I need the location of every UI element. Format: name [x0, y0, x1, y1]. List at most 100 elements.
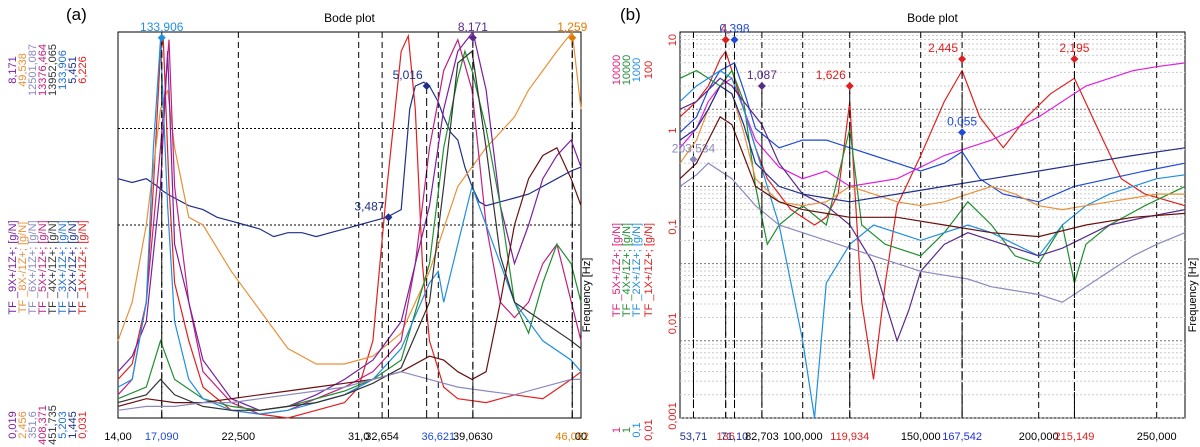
chart-a-series-line-4: [117, 30, 582, 411]
chart-b-y-tick-label-1: 1: [667, 127, 679, 133]
chart-a-series-axis-min-3: 408,371: [37, 405, 49, 445]
chart-a-peak-label-4: 3,487: [354, 199, 384, 213]
chart-b-peak-marker-7: [689, 155, 698, 164]
chart-a-x-tick-label-5: 36,621: [421, 431, 455, 443]
chart-a-series-axis-max-7: 6,226: [77, 56, 89, 84]
chart-a-x-tick-label-7: 46,082: [555, 431, 589, 443]
chart-b-peak-label-7: 203,534: [672, 141, 716, 155]
chart-b-series-axis-title-2: TF _2X+/1Z+; [g/N]: [631, 223, 643, 317]
chart-b-series-line-6: [679, 162, 1186, 303]
chart-a-series-axis-min-7: 0,031: [77, 411, 89, 439]
chart-a-series-line-7: [117, 146, 582, 407]
chart-a-peak-label-0: 133,906: [140, 20, 184, 34]
chart-a-series-axis-max-0: 8,171: [7, 56, 19, 84]
chart-a-x-tick-label-4: 32,654: [365, 431, 399, 443]
chart-b-y-tick-label-3: 0,01: [667, 313, 679, 334]
chart-b-series-line-2: [679, 62, 1186, 188]
chart-b-series-axis-max-3: 100: [643, 61, 655, 79]
chart-a-x-tick-label-6: 39,0630: [453, 431, 493, 443]
chart-a-x-tick-label-1: 17,090: [145, 431, 179, 443]
chart-a-x-axis-title: Frequency [Hz]: [581, 258, 593, 333]
chart-a-title: Bode plot: [324, 11, 375, 25]
chart-b-x-tick-label-8: 200,000: [1019, 431, 1059, 443]
chart-b-x-tick-label-6: 150,000: [901, 431, 941, 443]
chart-b-peak-label-2: 1,087: [747, 68, 777, 82]
chart-b-series-line-9: [679, 116, 1186, 238]
chart-a-series-axis-title-5: TF _3X+/1Z+; [g/N]: [57, 220, 69, 314]
chart-a-series-axis-title-3: TF _5X+/1Z+; [g/N]: [37, 220, 49, 314]
chart-b-peak-marker-1: [730, 35, 739, 44]
chart-b-y-tick-label-0: 10: [667, 34, 679, 46]
chart-a-series-axis-title-7: TF _1X+/1Z+; [g/N]: [77, 220, 89, 314]
chart-a-series-axis-max-4: 13952,065: [47, 44, 59, 96]
chart-a-x-tick-label-8: 00: [575, 431, 587, 443]
chart-b-series-line-1: [679, 62, 1186, 203]
chart-b-x-tick-label-7: 167,542: [942, 431, 982, 443]
chart-a-peak-marker-0: [157, 33, 166, 42]
chart-b-series-line-8: [679, 85, 1186, 203]
chart-b-series-axis-min-1: 1: [621, 427, 633, 433]
chart-b-x-tick-label-9: 215,149: [1055, 431, 1095, 443]
chart-b-series-line-5: [679, 77, 1186, 343]
chart-b-peak-marker-5: [958, 128, 967, 137]
chart-a-series-axis-min-4: 451,735: [47, 405, 59, 445]
chart-b-x-tick-label-10: 250,000: [1137, 431, 1177, 443]
chart-a-x-tick-label-3: 31,0: [348, 431, 369, 443]
chart-b-x-tick-label-4: 100,000: [783, 431, 823, 443]
chart-b-y-tick-label-4: 0,001: [667, 402, 679, 430]
chart-b-series-axis-min-2: 0,1: [631, 422, 643, 437]
chart-a-panel-label: (a): [66, 5, 87, 24]
chart-a-series-axis-title-6: TF _2X+/1Z+; [g/N]: [67, 220, 79, 314]
chart-b-series-axis-title-1: TF _4X+/1Z+; [g/N]: [621, 223, 633, 317]
chart-a-series-line-2: [117, 30, 582, 365]
chart-a-series-axis-title-4: TF _4X+/1Z+; [g/N]: [47, 220, 59, 314]
chart-a-series-axis-title-2: TF _6X+/1Z+; [g/N]: [27, 220, 39, 314]
chart-a-series-axis-min-1: 2,456: [17, 411, 29, 439]
chart-b-x-tick-label-1: 136: [717, 431, 735, 443]
chart-b-peak-label-6: 2,195: [1059, 41, 1089, 55]
chart-b-series-axis-max-0: 10000: [611, 55, 623, 86]
chart-b-x-tick-label-3: 82,703: [745, 431, 779, 443]
chart-a-series-line-3: [117, 37, 582, 415]
chart-b-series-axis-title-3: TF _1X+/1Z+; [g/N]: [643, 223, 655, 317]
chart-b-peak-label-3: 1,626: [816, 68, 846, 82]
chart-a-series-axis-max-2: 12501,087: [27, 44, 39, 96]
chart-a-peak-label-2: 1,259: [557, 20, 587, 34]
chart-b-peak-marker-0: [721, 35, 730, 44]
chart-b-x-tick-label-0: 53,71: [680, 431, 708, 443]
chart-a-peak-marker-4: [384, 213, 393, 222]
chart-a-peak-marker-2: [568, 33, 577, 42]
chart-b-series-axis-title-0: TF _5X+/1Z+; [g/N]: [611, 223, 623, 317]
chart-a-x-tick-label-2: 22,500: [222, 431, 256, 443]
chart-a-series-axis-title-1: TF _8X-/1Z+; [g/N]: [17, 222, 29, 313]
chart-b-y-tick-label-2: 0,1: [667, 219, 679, 234]
chart-b-series-axis-max-1: 10000: [621, 55, 633, 86]
chart-b-x-tick-label-5: 119,934: [830, 431, 869, 443]
chart-a-series-line-1: [117, 33, 582, 419]
chart-b-series-axis-min-3: 0,01: [643, 419, 655, 440]
chart-b-peak-label-4: 2,445: [928, 41, 958, 55]
chart-a-series-axis-min-0: 0,019: [7, 411, 19, 439]
chart-a-series-axis-max-1: 49,538: [17, 53, 29, 87]
chart-b-series-axis-min-0: 1: [611, 427, 623, 433]
chart-b-title: Bode plot: [907, 11, 958, 25]
chart-b-series-line-3: [679, 69, 1186, 284]
chart-b-series-line-0: [679, 49, 1186, 380]
chart-b-x-tick-label-2: 71,10: [721, 431, 749, 443]
chart-b-peak-marker-4: [958, 55, 967, 64]
chart-a-peak-marker-3: [422, 82, 431, 91]
chart-b-peak-marker-3: [845, 82, 854, 91]
chart-a-series-axis-min-5: 5,203: [57, 411, 69, 439]
chart-b-peak-label-5: 0,055: [947, 114, 977, 128]
chart-a-peak-marker-1: [468, 33, 477, 42]
chart-a-series-axis-min-2: 351,6: [27, 411, 39, 439]
chart-b-peak-label-1: 0,398: [719, 22, 749, 36]
chart-b-series-axis-max-2: 1000: [631, 58, 643, 82]
chart-b-panel-label: (b): [620, 5, 641, 24]
chart-a-series-line-9: [117, 371, 581, 411]
chart-b-peak-marker-2: [757, 82, 766, 91]
chart-a-series-axis-max-5: 133,906: [57, 50, 69, 90]
chart-a-series-axis-title-0: TF _9X+/1Z+; [g/N]: [7, 220, 19, 314]
chart-a-series-axis-max-6: 5,451: [67, 56, 79, 84]
